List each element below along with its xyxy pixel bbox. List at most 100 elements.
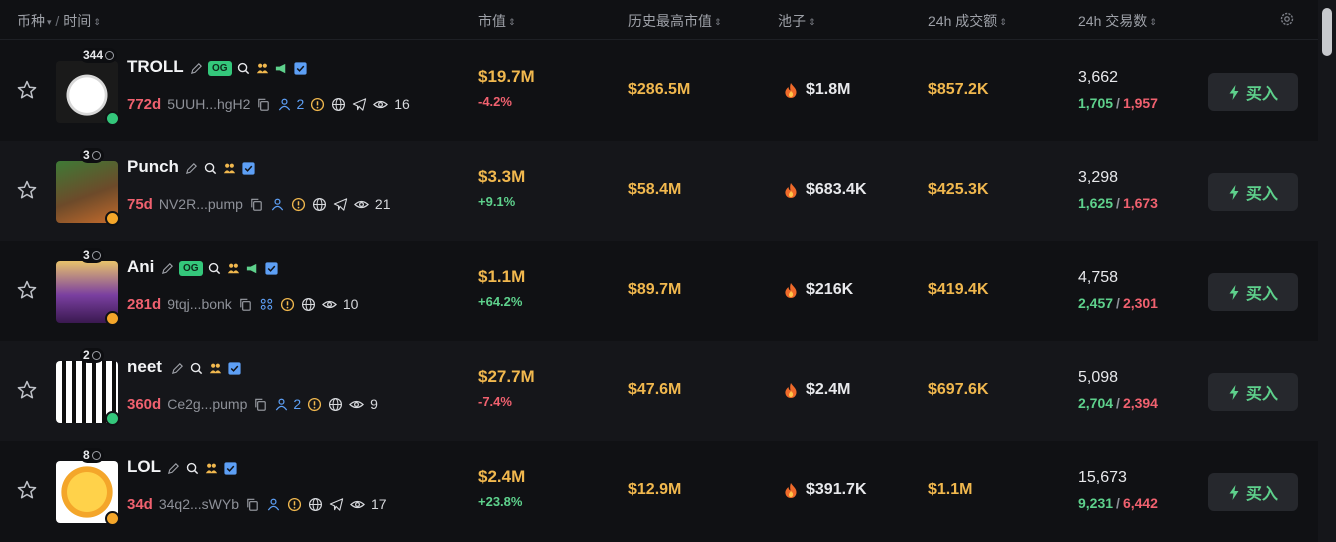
token-name[interactable]: neet <box>127 357 162 376</box>
fire-icon <box>785 382 797 398</box>
search-icon[interactable] <box>207 261 222 276</box>
copy-icon[interactable] <box>253 397 268 412</box>
views-eye-icon[interactable] <box>373 97 389 112</box>
sort-coin-time[interactable]: 币种 ▾ / 时间 ⇕ <box>17 13 101 29</box>
time-header[interactable]: 时间 <box>63 13 92 29</box>
community-icon[interactable] <box>255 61 270 76</box>
website-globe-icon[interactable] <box>301 297 316 312</box>
contract-address[interactable]: Ce2g...pump <box>167 396 248 412</box>
market-cap-header[interactable]: 市值 ⇕ <box>478 11 516 31</box>
megaphone-icon[interactable] <box>274 61 289 76</box>
buy-button[interactable]: 买入 <box>1208 473 1298 511</box>
website-globe-icon[interactable] <box>328 397 343 412</box>
megaphone-icon[interactable] <box>245 261 260 276</box>
search-icon[interactable] <box>236 61 251 76</box>
sort-icon[interactable]: ⇕ <box>93 17 101 27</box>
telegram-icon[interactable] <box>333 197 348 212</box>
holders-badge-count: 3 <box>83 248 90 262</box>
views-eye-icon[interactable] <box>349 397 365 412</box>
token-badges <box>184 158 256 178</box>
buy-button[interactable]: 买入 <box>1208 173 1298 211</box>
favorite-star-icon[interactable] <box>16 279 38 301</box>
sell-count: 6,442 <box>1122 495 1158 511</box>
copy-icon[interactable] <box>238 297 253 312</box>
token-name[interactable]: Punch <box>127 157 179 176</box>
copy-icon[interactable] <box>245 497 260 512</box>
holder-icon[interactable] <box>274 397 289 412</box>
token-row[interactable]: 344 TROLL OG 772d 5UUH...hgH2 2 16 $19.7M -… <box>0 41 1318 141</box>
favorite-star-icon[interactable] <box>16 79 38 101</box>
bonk-platform-icon <box>105 211 120 226</box>
buy-button[interactable]: 买入 <box>1208 273 1298 311</box>
volume-header[interactable]: 24h 成交额 ⇕ <box>928 11 1007 31</box>
community-icon[interactable] <box>208 361 223 376</box>
search-icon[interactable] <box>189 361 204 376</box>
alert-icon[interactable] <box>280 297 295 312</box>
caret-down-icon[interactable]: ▾ <box>47 17 52 27</box>
token-row[interactable]: 3 Ani OG 281d 9tqj...bonk 10 $1.1M +64.2% … <box>0 241 1318 341</box>
copy-icon[interactable] <box>249 197 264 212</box>
token-row[interactable]: 8 LOL 34d 34q2...sWYb 17 $2.4M +23.8% $12.… <box>0 441 1318 541</box>
token-name[interactable]: TROLL <box>127 57 184 76</box>
verified-badge-icon[interactable] <box>223 461 238 476</box>
community-icon[interactable] <box>222 161 237 176</box>
edit-pencil-icon[interactable] <box>170 361 185 376</box>
website-globe-icon[interactable] <box>312 197 327 212</box>
holder-icon[interactable] <box>266 497 281 512</box>
token-row[interactable]: 3 Punch 75d NV2R...pump 21 $3.3M +9.1% $58… <box>0 141 1318 241</box>
search-icon[interactable] <box>203 161 218 176</box>
pump-platform-icon <box>105 111 120 126</box>
contract-address[interactable]: 5UUH...hgH2 <box>167 96 251 112</box>
settings-gear-icon[interactable] <box>1279 11 1295 27</box>
website-globe-icon[interactable] <box>308 497 323 512</box>
verified-badge-icon[interactable] <box>293 61 308 76</box>
copy-icon[interactable] <box>256 97 271 112</box>
website-globe-icon[interactable] <box>331 97 346 112</box>
bonk-platform-icon <box>105 511 120 526</box>
favorite-star-icon[interactable] <box>16 479 38 501</box>
coin-header[interactable]: 币种 <box>17 13 45 29</box>
contract-address[interactable]: NV2R...pump <box>158 196 243 212</box>
community-icon[interactable] <box>226 261 241 276</box>
pool-header[interactable]: 池子 ⇕ <box>778 11 816 31</box>
telegram-icon[interactable] <box>329 497 344 512</box>
buy-button[interactable]: 买入 <box>1208 373 1298 411</box>
view-count: 17 <box>371 496 387 512</box>
market-cap-change: +64.2% <box>478 294 523 309</box>
telegram-icon[interactable] <box>352 97 367 112</box>
holders-group-icon[interactable] <box>259 297 274 312</box>
holder-icon[interactable] <box>270 197 285 212</box>
ring-icon <box>91 451 101 460</box>
favorite-star-icon[interactable] <box>16 379 38 401</box>
alert-icon[interactable] <box>287 497 302 512</box>
scrollbar-thumb[interactable] <box>1322 8 1332 56</box>
token-name[interactable]: Ani <box>127 257 155 276</box>
holder-count: 2 <box>296 96 305 112</box>
contract-address[interactable]: 9tqj...bonk <box>167 296 232 312</box>
search-icon[interactable] <box>185 461 200 476</box>
alert-icon[interactable] <box>291 197 306 212</box>
buy-button[interactable]: 买入 <box>1208 73 1298 111</box>
scrollbar[interactable] <box>1318 0 1336 542</box>
favorite-star-icon[interactable] <box>16 179 38 201</box>
contract-address[interactable]: 34q2...sWYb <box>158 496 240 512</box>
verified-badge-icon[interactable] <box>241 161 256 176</box>
token-name[interactable]: LOL <box>127 457 161 476</box>
alert-icon[interactable] <box>310 97 325 112</box>
verified-badge-icon[interactable] <box>264 261 279 276</box>
ath-header[interactable]: 历史最高市值 ⇕ <box>628 11 722 31</box>
token-row[interactable]: 2 neet 360d Ce2g...pump 2 9 $27.7M -7.4% $4… <box>0 341 1318 441</box>
edit-pencil-icon[interactable] <box>189 61 204 76</box>
edit-pencil-icon[interactable] <box>184 161 199 176</box>
holder-icon[interactable] <box>277 97 292 112</box>
edit-pencil-icon[interactable] <box>160 261 175 276</box>
views-eye-icon[interactable] <box>321 297 337 312</box>
views-eye-icon[interactable] <box>350 497 365 512</box>
alert-icon[interactable] <box>307 397 322 412</box>
views-eye-icon[interactable] <box>353 197 369 212</box>
verified-badge-icon[interactable] <box>227 361 242 376</box>
community-icon[interactable] <box>204 461 219 476</box>
holders-badge: 344 <box>80 48 118 63</box>
edit-pencil-icon[interactable] <box>166 461 181 476</box>
txns-header[interactable]: 24h 交易数 ⇕ <box>1078 11 1157 31</box>
